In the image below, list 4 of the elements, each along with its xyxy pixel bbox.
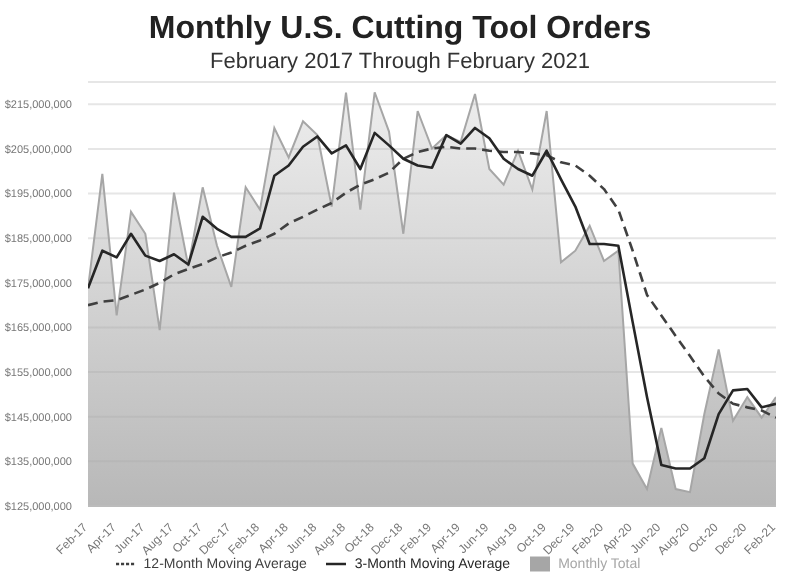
line-series: [88, 126, 776, 470]
chart-subtitle: February 2017 Through February 2021: [208, 50, 592, 74]
line-series: [88, 145, 776, 419]
chart-title: Monthly U.S. Cutting Tool Orders: [146, 12, 654, 48]
